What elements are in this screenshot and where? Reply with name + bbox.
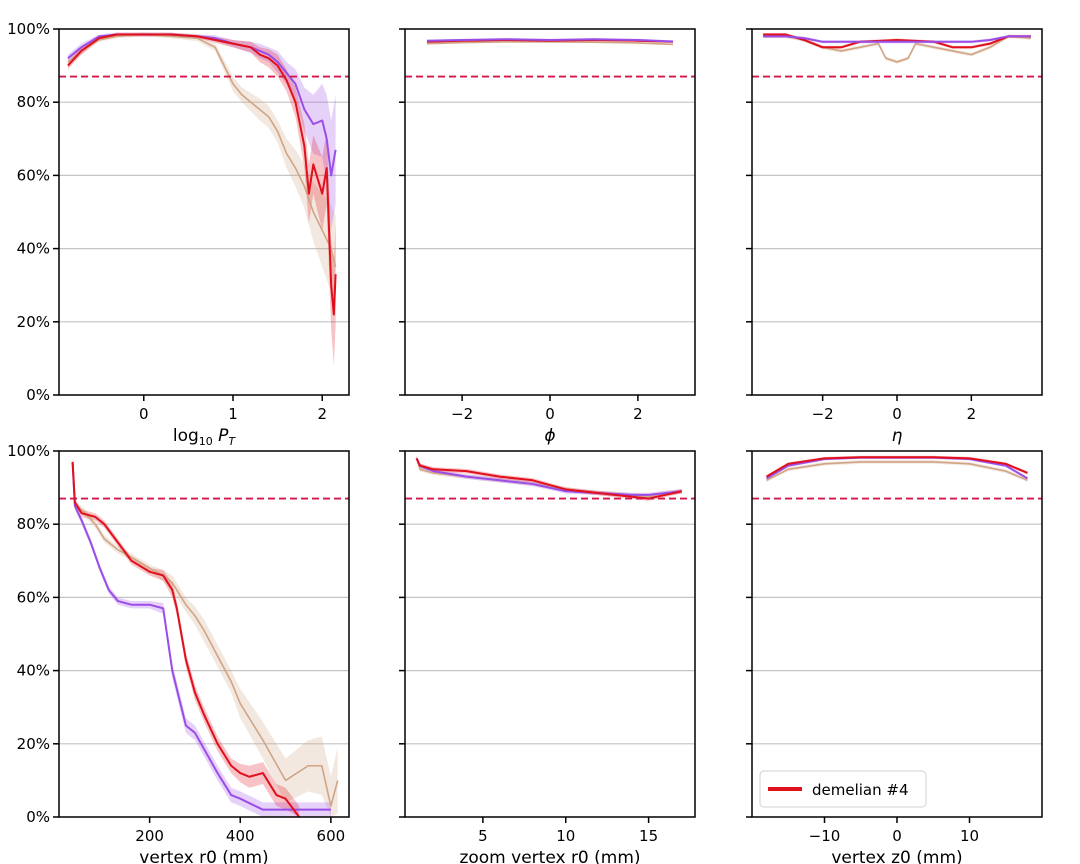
x-tick-label: −10: [809, 827, 841, 845]
series-line-red: [763, 33, 1031, 49]
plot-frame: [751, 450, 1043, 818]
panel-4: 0% 20% 40% 60% 80% 100% 200 400 600 vertex r0 (mm…: [7, 442, 350, 864]
series-line-purple: [71, 461, 331, 811]
legend-label: demelian #4: [812, 781, 909, 799]
y-tick-label: 0%: [26, 386, 50, 404]
panel-6: −10 0 10 vertex z0 (mm): [746, 450, 1043, 864]
x-tick-label: −2: [451, 405, 473, 423]
series-line-purple: [763, 35, 1031, 43]
x-tick-label: 15: [639, 827, 658, 845]
y-tick-label: 40%: [17, 240, 50, 258]
x-tick-label: 0: [892, 827, 902, 845]
panel-5: 5 10 15 zoom vertex r0 (mm): [399, 450, 696, 864]
x-tick-label: 10: [556, 827, 575, 845]
plot-frame: [58, 450, 350, 818]
panel-1: 0% 20% 40% 60% 80% 100% 0 1 2 log10 PT: [7, 20, 350, 448]
x-axis-label: ϕ: [544, 426, 555, 446]
y-tick-label: 0%: [26, 808, 50, 826]
series-line-red: [67, 33, 337, 316]
series-line-tan: [426, 41, 674, 46]
series-line-tan: [766, 461, 1028, 482]
y-tick-label: 60%: [17, 166, 50, 184]
plot-frame: [751, 28, 1043, 396]
legend-box: [759, 770, 927, 808]
plot-frame: [404, 450, 696, 818]
y-tick-label: 100%: [7, 20, 50, 38]
series-line-red: [765, 456, 1028, 478]
x-tick-label: 600: [317, 827, 346, 845]
y-tick-label: 100%: [7, 442, 50, 460]
x-tick-label: 5: [478, 827, 488, 845]
y-tick-label: 40%: [17, 662, 50, 680]
x-tick-label: 0: [892, 405, 902, 423]
x-axis-label: vertex r0 (mm): [139, 848, 268, 864]
x-tick-label: 2: [967, 405, 977, 423]
y-tick-label: 20%: [17, 313, 50, 331]
plot-frame: [58, 28, 350, 396]
plot-frame: [404, 28, 696, 396]
x-tick-label: 200: [135, 827, 164, 845]
x-tick-label: 2: [633, 405, 643, 423]
error-band-purple: [416, 456, 682, 498]
series-line-red: [415, 457, 682, 500]
x-axis-label: zoom vertex r0 (mm): [459, 848, 640, 864]
x-tick-label: 1: [228, 405, 238, 423]
y-tick-label: 20%: [17, 735, 50, 753]
series-line-purple: [426, 38, 674, 43]
panel-2: −2 0 2 ϕ: [399, 28, 696, 446]
error-band-red: [72, 458, 300, 817]
panel-3: −2 0 2 η: [746, 28, 1043, 446]
y-tick-label: 60%: [17, 588, 50, 606]
x-tick-label: 400: [226, 827, 255, 845]
error-band-tan: [72, 458, 338, 817]
x-axis-label: log10 PT: [173, 426, 237, 448]
x-axis-label: vertex z0 (mm): [831, 848, 962, 864]
x-tick-label: 0: [545, 405, 555, 423]
x-tick-label: 2: [317, 405, 327, 423]
x-tick-label: 0: [139, 405, 149, 423]
error-band-tan: [416, 456, 682, 499]
series-line-tan: [71, 461, 339, 807]
y-tick-label: 80%: [17, 93, 50, 111]
x-axis-label: η: [892, 426, 903, 446]
legend: demelian #4: [759, 770, 927, 808]
x-tick-label: 10: [960, 827, 979, 845]
series-line-red: [71, 461, 300, 818]
series-line-purple: [415, 457, 682, 496]
y-tick-label: 80%: [17, 515, 50, 533]
x-tick-label: −2: [812, 405, 834, 423]
error-band-purple: [67, 32, 336, 231]
